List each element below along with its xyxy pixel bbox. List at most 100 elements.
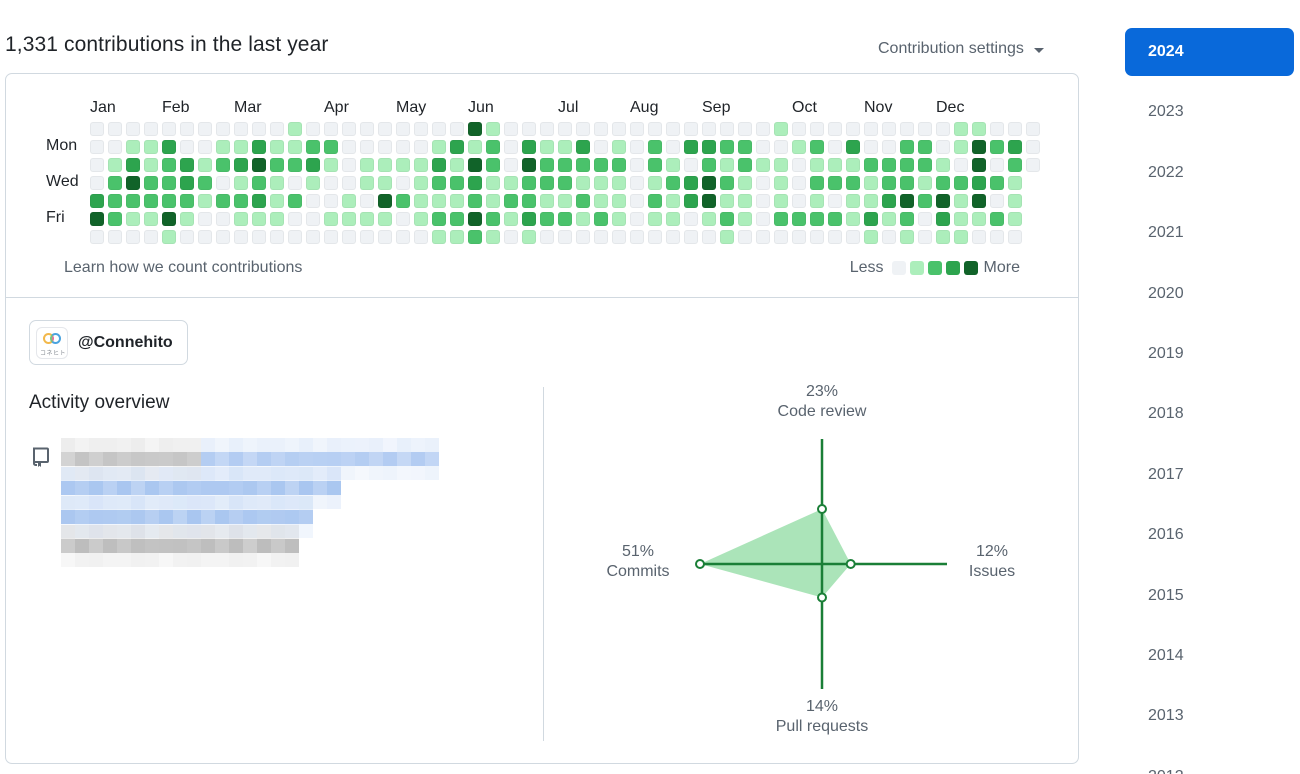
contribution-day-cell[interactable]	[882, 212, 896, 226]
contribution-day-cell[interactable]	[918, 140, 932, 154]
contribution-day-cell[interactable]	[738, 176, 752, 190]
contribution-day-cell[interactable]	[936, 122, 950, 136]
contribution-day-cell[interactable]	[1008, 230, 1022, 244]
contribution-day-cell[interactable]	[108, 176, 122, 190]
contribution-day-cell[interactable]	[846, 140, 860, 154]
contribution-day-cell[interactable]	[1008, 140, 1022, 154]
contribution-day-cell[interactable]	[144, 140, 158, 154]
contribution-day-cell[interactable]	[792, 176, 806, 190]
year-link-2021[interactable]: 2021	[1148, 224, 1184, 242]
year-link-2020[interactable]: 2020	[1148, 284, 1184, 302]
contribution-day-cell[interactable]	[702, 230, 716, 244]
contribution-day-cell[interactable]	[252, 212, 266, 226]
contribution-day-cell[interactable]	[288, 158, 302, 172]
organization-filter-button[interactable]: コネヒト @Connehito	[29, 320, 188, 365]
contribution-day-cell[interactable]	[414, 230, 428, 244]
year-link-2016[interactable]: 2016	[1148, 526, 1184, 544]
contribution-day-cell[interactable]	[990, 194, 1004, 208]
contribution-day-cell[interactable]	[666, 140, 680, 154]
contribution-day-cell[interactable]	[126, 176, 140, 190]
contribution-day-cell[interactable]	[378, 194, 392, 208]
contribution-day-cell[interactable]	[918, 230, 932, 244]
contribution-day-cell[interactable]	[594, 230, 608, 244]
contribution-day-cell[interactable]	[702, 158, 716, 172]
contribution-day-cell[interactable]	[936, 230, 950, 244]
contribution-day-cell[interactable]	[864, 176, 878, 190]
year-link-2022[interactable]: 2022	[1148, 163, 1184, 181]
contribution-day-cell[interactable]	[504, 176, 518, 190]
contribution-day-cell[interactable]	[828, 230, 842, 244]
contribution-day-cell[interactable]	[828, 158, 842, 172]
contribution-day-cell[interactable]	[504, 158, 518, 172]
contribution-day-cell[interactable]	[684, 230, 698, 244]
contribution-day-cell[interactable]	[468, 158, 482, 172]
contribution-day-cell[interactable]	[108, 230, 122, 244]
contribution-day-cell[interactable]	[468, 140, 482, 154]
contribution-day-cell[interactable]	[1008, 122, 1022, 136]
contribution-day-cell[interactable]	[684, 194, 698, 208]
contribution-day-cell[interactable]	[216, 158, 230, 172]
contribution-day-cell[interactable]	[828, 194, 842, 208]
contribution-day-cell[interactable]	[234, 158, 248, 172]
contribution-day-cell[interactable]	[792, 122, 806, 136]
contribution-day-cell[interactable]	[486, 212, 500, 226]
contribution-day-cell[interactable]	[432, 140, 446, 154]
contribution-day-cell[interactable]	[972, 230, 986, 244]
contribution-day-cell[interactable]	[774, 230, 788, 244]
contribution-day-cell[interactable]	[90, 176, 104, 190]
contribution-day-cell[interactable]	[792, 194, 806, 208]
contribution-day-cell[interactable]	[738, 122, 752, 136]
contribution-day-cell[interactable]	[558, 230, 572, 244]
contribution-day-cell[interactable]	[864, 158, 878, 172]
contribution-day-cell[interactable]	[342, 230, 356, 244]
contribution-day-cell[interactable]	[468, 122, 482, 136]
contribution-day-cell[interactable]	[882, 176, 896, 190]
contribution-day-cell[interactable]	[234, 140, 248, 154]
contribution-day-cell[interactable]	[864, 194, 878, 208]
contribution-day-cell[interactable]	[990, 230, 1004, 244]
contribution-day-cell[interactable]	[846, 230, 860, 244]
contribution-day-cell[interactable]	[810, 158, 824, 172]
contribution-day-cell[interactable]	[720, 140, 734, 154]
year-link-2018[interactable]: 2018	[1148, 405, 1184, 423]
contribution-day-cell[interactable]	[918, 194, 932, 208]
contribution-day-cell[interactable]	[180, 122, 194, 136]
contribution-day-cell[interactable]	[270, 230, 284, 244]
contribution-day-cell[interactable]	[414, 176, 428, 190]
contribution-day-cell[interactable]	[144, 194, 158, 208]
contribution-day-cell[interactable]	[648, 158, 662, 172]
contribution-day-cell[interactable]	[378, 230, 392, 244]
contribution-day-cell[interactable]	[594, 140, 608, 154]
year-link-2023[interactable]: 2023	[1148, 103, 1184, 121]
contribution-day-cell[interactable]	[180, 140, 194, 154]
contribution-day-cell[interactable]	[900, 158, 914, 172]
contribution-day-cell[interactable]	[720, 176, 734, 190]
contribution-day-cell[interactable]	[252, 158, 266, 172]
contribution-day-cell[interactable]	[378, 176, 392, 190]
contribution-day-cell[interactable]	[648, 176, 662, 190]
contribution-day-cell[interactable]	[450, 140, 464, 154]
year-link-2017[interactable]: 2017	[1148, 465, 1184, 483]
contribution-day-cell[interactable]	[882, 230, 896, 244]
contribution-day-cell[interactable]	[252, 122, 266, 136]
contribution-day-cell[interactable]	[990, 212, 1004, 226]
contribution-day-cell[interactable]	[144, 158, 158, 172]
contribution-day-cell[interactable]	[180, 194, 194, 208]
contribution-day-cell[interactable]	[846, 176, 860, 190]
contribution-day-cell[interactable]	[918, 158, 932, 172]
year-link-2012[interactable]: 2012	[1125, 753, 1294, 774]
contribution-day-cell[interactable]	[864, 212, 878, 226]
contribution-day-cell[interactable]	[342, 212, 356, 226]
contribution-day-cell[interactable]	[738, 140, 752, 154]
contribution-day-cell[interactable]	[324, 158, 338, 172]
contribution-day-cell[interactable]	[576, 212, 590, 226]
contribution-day-cell[interactable]	[360, 122, 374, 136]
contribution-day-cell[interactable]	[900, 194, 914, 208]
contribution-day-cell[interactable]	[900, 176, 914, 190]
contribution-day-cell[interactable]	[810, 230, 824, 244]
contribution-day-cell[interactable]	[198, 212, 212, 226]
contribution-day-cell[interactable]	[540, 194, 554, 208]
contribution-day-cell[interactable]	[486, 230, 500, 244]
contribution-day-cell[interactable]	[918, 212, 932, 226]
contribution-day-cell[interactable]	[1008, 212, 1022, 226]
